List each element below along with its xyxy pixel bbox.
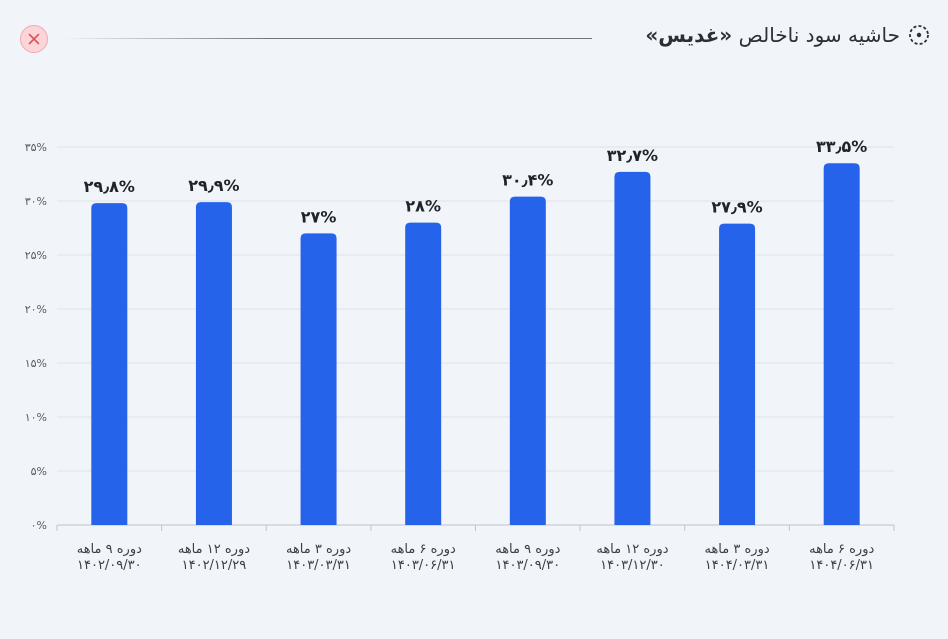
close-icon xyxy=(28,33,40,45)
data-label: ۲۹٫۸% xyxy=(84,177,135,196)
chart-header: حاشیه سود ناخالص «غدیس» xyxy=(0,0,948,80)
data-label: ۳۲٫۷% xyxy=(607,146,658,165)
x-tick-label-period: دوره ۳ ماهه xyxy=(704,542,769,557)
x-tick-label-period: دوره ۳ ماهه xyxy=(286,542,351,557)
bar xyxy=(405,222,442,525)
x-tick-label-period: دوره ۹ ماهه xyxy=(495,542,560,557)
y-tick-label: ۵% xyxy=(31,465,47,478)
chart-title-text: حاشیه سود ناخالص «غدیس» xyxy=(645,23,900,47)
x-tick-label-period: دوره ۶ ماهه xyxy=(391,542,456,557)
y-tick-label: ۰% xyxy=(31,519,47,532)
x-tick-label-date: ۱۴۰۲/۰۹/۳۰ xyxy=(77,558,142,573)
dotted-circle-icon xyxy=(908,24,930,46)
x-tick-label-date: ۱۴۰۴/۰۶/۳۱ xyxy=(809,558,874,573)
x-tick-label-date: ۱۴۰۳/۰۹/۳۰ xyxy=(496,558,561,573)
bar xyxy=(614,171,651,525)
x-tick-label-date: ۱۴۰۲/۱۲/۲۹ xyxy=(182,558,247,573)
bar xyxy=(719,223,756,525)
bar xyxy=(823,163,860,525)
x-tick-label-date: ۱۴۰۳/۰۳/۳۱ xyxy=(286,558,351,573)
data-label: ۲۷٫۹% xyxy=(711,198,762,217)
y-tick-label: ۱۰% xyxy=(25,411,47,424)
data-label: ۳۰٫۴% xyxy=(502,171,553,190)
y-tick-label: ۱۵% xyxy=(25,357,47,370)
y-tick-label: ۲۰% xyxy=(25,303,47,316)
data-label: ۲۷% xyxy=(301,207,337,226)
bar xyxy=(195,202,232,525)
company-name: «غدیس» xyxy=(645,23,733,47)
x-tick-label-period: دوره ۱۲ ماهه xyxy=(596,542,668,557)
y-tick-label: ۳۵% xyxy=(25,141,47,154)
y-tick-label: ۳۰% xyxy=(25,195,47,208)
x-tick-label-date: ۱۴۰۳/۱۲/۳۰ xyxy=(600,558,665,573)
data-label: ۳۳٫۵% xyxy=(816,137,867,156)
x-tick-label-period: دوره ۱۲ ماهه xyxy=(178,542,250,557)
data-label: ۲۹٫۹% xyxy=(188,176,239,195)
bar xyxy=(91,203,128,525)
chart-title: حاشیه سود ناخالص «غدیس» xyxy=(645,23,930,47)
title-divider xyxy=(62,38,592,39)
x-tick-label-date: ۱۴۰۴/۰۳/۳۱ xyxy=(705,558,770,573)
title-prefix: حاشیه سود ناخالص xyxy=(732,23,900,47)
data-label: ۲۸% xyxy=(405,197,441,216)
x-tick-label-period: دوره ۹ ماهه xyxy=(77,542,142,557)
bar xyxy=(509,196,546,525)
bar xyxy=(300,233,337,525)
close-button[interactable] xyxy=(20,25,48,53)
x-tick-label-period: دوره ۶ ماهه xyxy=(809,542,874,557)
y-tick-label: ۲۵% xyxy=(25,249,47,262)
x-tick-label-date: ۱۴۰۳/۰۶/۳۱ xyxy=(391,558,456,573)
